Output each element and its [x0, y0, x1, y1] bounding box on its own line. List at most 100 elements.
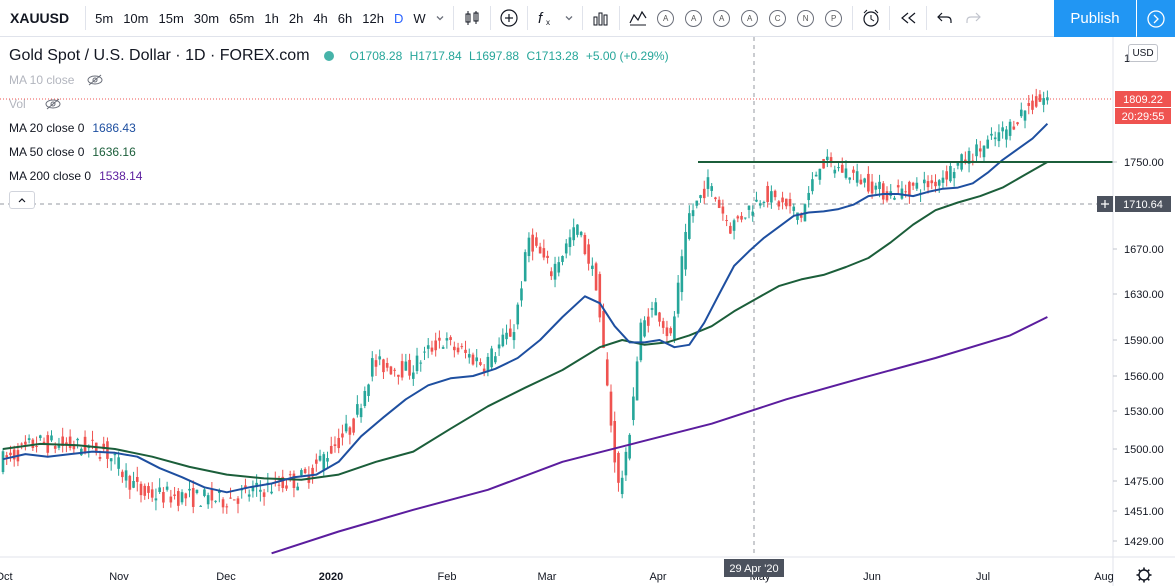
study-button-3[interactable]: A [736, 0, 764, 37]
candle [624, 447, 628, 481]
hidden-eye-icon[interactable] [86, 74, 104, 86]
gear-icon[interactable] [1136, 567, 1152, 583]
publish-button[interactable]: Publish [1054, 0, 1136, 37]
alert-clock-icon[interactable] [857, 0, 885, 37]
legend-title-row: Gold Spot / U.S. Dollar · 1D · FOREX.com… [9, 44, 669, 68]
candle [76, 437, 79, 449]
x-tick-label: Jul [976, 571, 990, 583]
toolbar-divider [925, 6, 927, 30]
ideas-icon[interactable] [624, 0, 652, 37]
candle [788, 192, 792, 214]
timeframe-30m[interactable]: 30m [193, 10, 220, 26]
symbol-search[interactable]: XAUUSD [10, 9, 70, 26]
candle [456, 342, 460, 355]
legend-vol[interactable]: Vol [9, 92, 669, 116]
replay-icon[interactable] [894, 0, 922, 37]
candle [684, 223, 687, 276]
candle [852, 166, 855, 181]
candle [337, 428, 340, 454]
candle [613, 411, 617, 473]
candle [333, 436, 337, 453]
candle [39, 434, 42, 441]
timeframe-6h[interactable]: 6h [337, 10, 353, 26]
candle [240, 484, 244, 499]
compare-add-icon[interactable] [495, 0, 523, 37]
study-button-1[interactable]: A [680, 0, 708, 37]
study-button-0[interactable]: A [652, 0, 680, 37]
legend-ma10[interactable]: MA 10 close [9, 68, 669, 92]
open-value: 1708.28 [358, 49, 403, 63]
currency-badge[interactable]: USD [1128, 44, 1158, 62]
candle [650, 301, 654, 318]
y-tick-label: 1451.00 [1124, 506, 1164, 518]
candle [117, 451, 120, 476]
undo-icon[interactable] [931, 0, 959, 37]
candle [1027, 94, 1031, 115]
candle [837, 161, 840, 172]
candle [445, 332, 449, 349]
timeframe-dropdown-icon[interactable] [431, 0, 449, 37]
candle [990, 127, 993, 140]
candle [561, 255, 564, 266]
candle [714, 196, 717, 202]
candle [352, 417, 355, 436]
timeframe-15m[interactable]: 15m [158, 10, 184, 26]
candle [717, 196, 721, 209]
candle [594, 261, 598, 291]
price-chart[interactable]: 1429.00 1451.00 1475.00 1500.00 1530.00 1560.… [0, 37, 1175, 586]
study-letter-a-icon: A [713, 9, 731, 27]
candle [109, 458, 113, 471]
crosshair-price-badge [1115, 196, 1171, 212]
candle [68, 429, 72, 451]
candle [661, 317, 665, 334]
candle [1023, 110, 1027, 129]
timeframe-1h[interactable]: 1h [264, 10, 279, 26]
timeframe-5m[interactable]: 5m [95, 10, 114, 26]
candle [975, 139, 978, 163]
candle [165, 481, 169, 492]
candle [680, 249, 684, 301]
legend-ma50[interactable]: MA 50 close 0 1636.16 [9, 140, 669, 164]
study-button-5[interactable]: N [792, 0, 820, 37]
candle [486, 353, 490, 377]
legend-collapse-button[interactable] [9, 191, 35, 209]
candle [997, 124, 1001, 148]
hidden-eye-icon[interactable] [44, 98, 62, 110]
candle [203, 487, 206, 498]
timeframe-65m[interactable]: 65m [229, 10, 255, 26]
financials-icon[interactable] [587, 0, 615, 37]
x-tick-label: Apr [649, 571, 666, 583]
study-button-2[interactable]: A [708, 0, 736, 37]
candle [83, 430, 87, 455]
candle [244, 478, 247, 494]
timeframe-10m[interactable]: 10m [123, 10, 149, 26]
publish-dropdown-button[interactable] [1137, 0, 1175, 37]
study-button-6[interactable]: P [820, 0, 848, 37]
candle [191, 480, 195, 514]
redo-icon[interactable] [959, 0, 987, 37]
candle [900, 181, 904, 200]
candle [665, 320, 669, 344]
candles-icon[interactable] [458, 0, 486, 37]
toolbar-divider [618, 6, 620, 30]
study-letter-p-icon: P [825, 9, 843, 27]
candle [132, 471, 135, 489]
candle [550, 267, 553, 281]
timeframe-12h[interactable]: 12h [362, 10, 384, 26]
indicators-dropdown-icon[interactable] [560, 0, 578, 37]
legend-ma200[interactable]: MA 200 close 0 1538.14 [9, 164, 669, 188]
timeframe-4h[interactable]: 4h [313, 10, 328, 26]
candle [635, 356, 639, 401]
timeframe-d[interactable]: D [393, 10, 404, 26]
y-tick-label-partial: 1 [1124, 53, 1130, 65]
candle [270, 483, 273, 495]
legend-ma20[interactable]: MA 20 close 0 1686.43 [9, 116, 669, 140]
timeframe-w[interactable]: W [413, 10, 426, 26]
study-button-4[interactable]: C [764, 0, 792, 37]
chart-legend: Gold Spot / U.S. Dollar · 1D · FOREX.com… [9, 44, 669, 212]
timeframe-2h[interactable]: 2h [288, 10, 304, 26]
candle [188, 479, 191, 498]
candle [535, 232, 538, 248]
candle [781, 191, 784, 210]
